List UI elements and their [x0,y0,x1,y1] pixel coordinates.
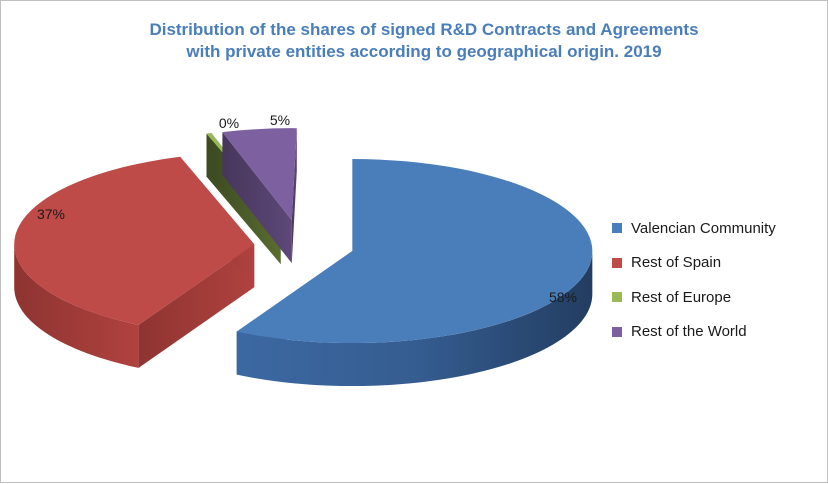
legend-label: Valencian Community [631,219,776,237]
pie-slice-valencian-community [236,159,593,387]
legend-item-valencian-community: Valencian Community [612,211,776,246]
data-label-rest-of-the-world: 5% [270,112,290,128]
legend-item-rest-of-europe: Rest of Europe [612,280,776,315]
chart-title-line-2: with private entities according to geogr… [186,42,662,61]
pie-slice-rest-of-spain [14,156,255,368]
pie-slice-top-valencian-community [236,159,593,344]
data-label-rest-of-europe: 0% [219,115,239,131]
legend-item-rest-of-spain: Rest of Spain [612,246,776,281]
legend-swatch [612,292,622,303]
legend-label: Rest of Europe [631,288,732,306]
pie-data-labels: 58% 37% 0% 5% [37,112,577,305]
pie-slice-rest-of-the-world [222,128,297,264]
chart-legend: Valencian Community Rest of Spain Rest o… [612,211,776,349]
pie-slice-wall-rest-of-spain [14,244,139,368]
data-label-valencian-community: 58% [549,289,577,305]
chart-title-line-1: Distribution of the shares of signed R&D… [149,20,699,39]
chart-title: Distribution of the shares of signed R&D… [1,19,828,63]
legend-item-rest-of-the-world: Rest of the World [612,315,776,350]
pie-slice-wall-valencian-community [236,251,593,387]
pie-slices [14,128,593,387]
legend-label: Rest of Spain [631,254,722,272]
pie-slice-top-rest-of-spain [14,156,255,325]
pie-slice-side-rest-of-spain [138,244,255,368]
legend-label: Rest of the World [631,323,747,341]
legend-swatch [612,257,622,268]
pie-slice-top-rest-of-the-world [222,128,297,221]
pie-slice-side-rest-of-the-world [222,132,292,264]
legend-swatch [612,223,622,234]
legend-swatch [612,326,622,337]
data-label-rest-of-spain: 37% [37,206,65,222]
pie-slice-side-rest-of-the-world [291,128,297,264]
